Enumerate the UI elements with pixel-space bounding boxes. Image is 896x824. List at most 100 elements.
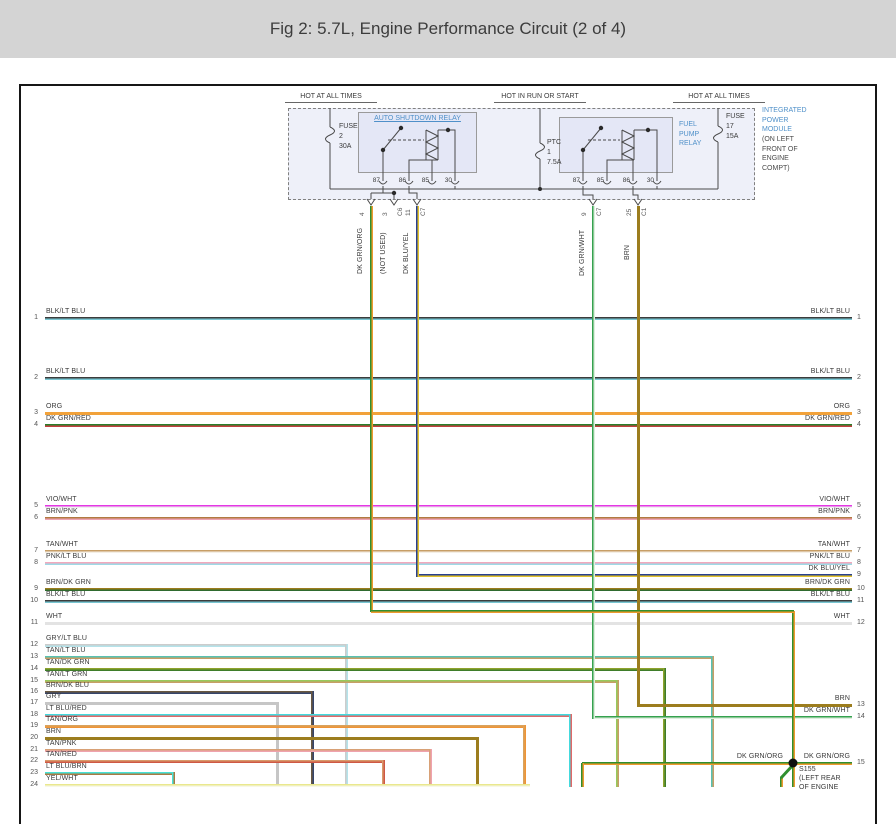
wire [45,412,852,415]
wire [45,588,852,591]
circuit-number: 17 [30,699,38,706]
splice-location-2: OF ENGINE [799,784,839,790]
wire-label: GRY [46,693,62,700]
wire-label: LT BLU/RED [46,705,87,712]
wire [45,550,852,553]
wire [417,574,852,577]
wire [45,644,346,647]
fp-pin-87: 87 [572,177,580,184]
wire-label: DK GRN/ORG [803,753,850,760]
circuit-number: 15 [857,759,865,766]
fuse-2-label: FUSE 2 30A [339,123,358,150]
wire-label: WHT [833,613,850,620]
circuit-number: 23 [30,769,38,776]
auto-shutdown-relay-box: AUTO SHUTDOWN RELAY [358,112,477,173]
wire [45,737,477,740]
circuit-number: 4 [857,421,861,428]
wire-label: PNK/LT BLU [809,553,850,560]
wire-label: BRN/DK GRN [805,579,850,586]
fuse-17-label: FUSE 17 15A [726,113,745,140]
wire [663,668,666,787]
circuit-number: 20 [30,734,38,741]
ptc-label: PTC 1 7.5A [547,139,562,166]
circuit-number: 9 [857,571,861,578]
asd-pin-85: 85 [421,177,429,184]
power-label-3: HOT AT ALL TIMES [673,93,765,103]
wire [45,600,852,603]
wire-label: BLK/LT BLU [46,308,86,315]
wire-label: TAN/RED [46,751,77,758]
fp-pin-85: 85 [596,177,604,184]
circuit-number: 8 [34,559,38,566]
circuit-number: 3 [34,409,38,416]
wire [45,377,852,380]
wire [637,206,640,707]
wire-label: BRN/PNK [818,508,850,515]
circuit-number: 24 [30,781,38,788]
circuit-number: 22 [30,757,38,764]
wire [593,716,852,719]
circuit-number: 2 [34,374,38,381]
circuit-number: 15 [30,677,38,684]
wire [45,424,852,427]
wire [45,691,312,694]
wire [616,680,619,787]
wire [45,725,524,728]
wire [569,714,572,787]
splice-id: S155 [799,766,816,773]
wire [711,656,714,787]
wire [45,714,570,717]
wire [45,749,430,752]
circuit-number: 1 [857,314,861,321]
circuit-number: 11 [30,619,38,626]
wire-label: WHT [46,613,63,620]
circuit-number: 6 [34,514,38,521]
circuit-number: 10 [30,597,38,604]
circuit-number: 16 [30,688,38,695]
wire-label: BLK/LT BLU [46,591,86,598]
circuit-number: 7 [857,547,861,554]
circuit-number: 10 [857,585,865,592]
circuit-number: 18 [30,711,38,718]
wire-label: VIO/WHT [46,496,77,503]
fuel-pump-relay-box [559,117,673,173]
circuit-number: 8 [857,559,861,566]
wire [45,772,173,775]
wire [45,702,277,705]
wire-label: DK GRN/RED [805,415,850,422]
diagram-border [19,84,877,824]
wire-label: DK GRN/RED [46,415,91,422]
circuit-number: 2 [857,374,861,381]
circuit-number: 12 [30,641,38,648]
wire [172,772,175,787]
wire [45,784,530,787]
circuit-number: 21 [30,746,38,753]
wire [592,206,595,719]
fp-pin-30: 30 [646,177,654,184]
power-label-2: HOT IN RUN OR START [494,93,586,103]
wire-label: BRN/DK GRN [46,579,91,586]
diagram-canvas: HOT AT ALL TIMES HOT IN RUN OR START HOT… [30,93,865,790]
circuit-number: 1 [34,314,38,321]
wire-label: TAN/DK GRN [46,659,90,666]
asd-pin-86: 86 [398,177,406,184]
circuit-number: 11 [857,597,865,604]
circuit-number: 13 [30,653,38,660]
wire-label: TAN/PNK [46,740,77,747]
ipm-location-note: (ON LEFT FRONT OF ENGINE COMPT) [762,136,798,172]
circuit-number: 19 [30,722,38,729]
wire-label: ORG [46,403,63,410]
wire-label: BRN/PNK [46,508,78,515]
wire [792,611,795,764]
wire [581,763,584,787]
wire-label: TAN/LT GRN [46,671,88,678]
wire [45,317,852,320]
wire [523,725,526,787]
ipm-title: INTEGRATED POWER MODULE [762,107,807,133]
wire-label: BLK/LT BLU [46,368,86,375]
circuit-number: 13 [857,701,865,708]
wire [45,505,852,508]
wire [276,702,279,787]
wire-label: TAN/ORG [46,716,79,723]
title-bar: Fig 2: 5.7L, Engine Performance Circuit … [0,0,896,58]
